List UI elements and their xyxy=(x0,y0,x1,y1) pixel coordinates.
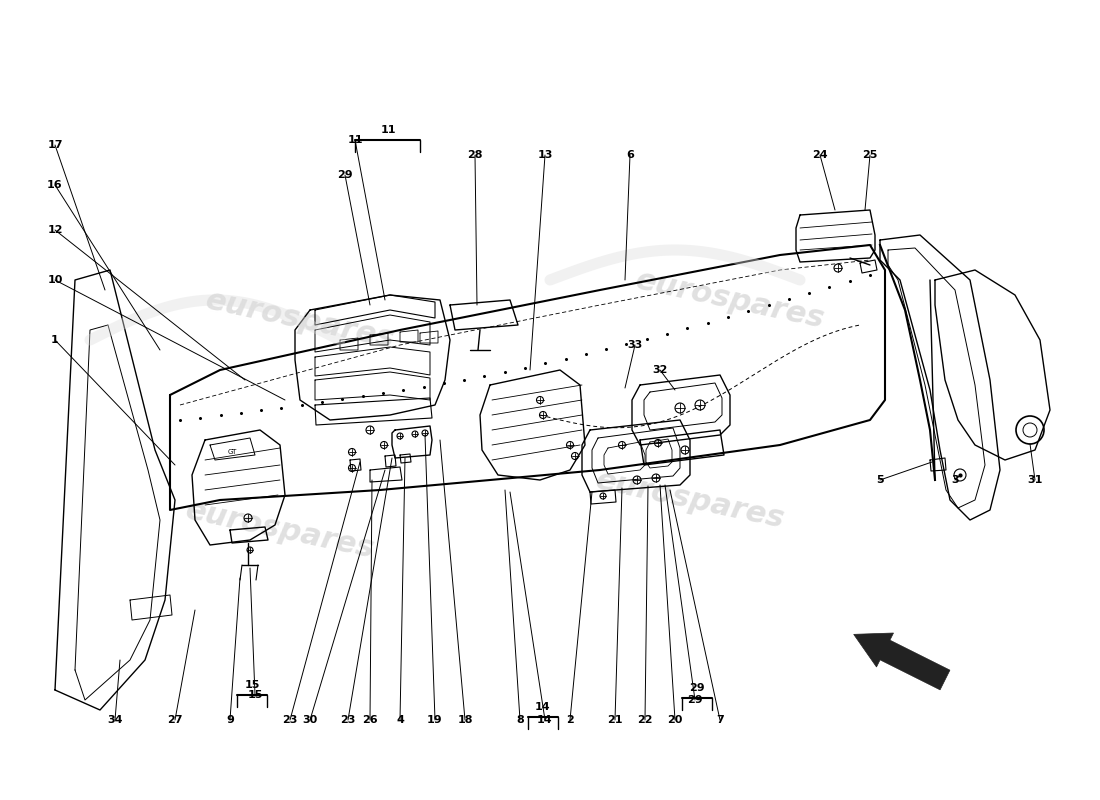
Text: GT: GT xyxy=(228,449,236,455)
Text: 29: 29 xyxy=(338,170,353,180)
Text: 21: 21 xyxy=(607,715,623,725)
Text: 7: 7 xyxy=(716,715,724,725)
Text: 19: 19 xyxy=(427,715,443,725)
Text: 14: 14 xyxy=(536,702,551,712)
Text: 18: 18 xyxy=(458,715,473,725)
Text: 17: 17 xyxy=(47,140,63,150)
Text: 9: 9 xyxy=(227,715,234,725)
Text: 30: 30 xyxy=(302,715,318,725)
Text: 32: 32 xyxy=(652,365,668,375)
Text: 12: 12 xyxy=(47,225,63,235)
Text: 34: 34 xyxy=(108,715,123,725)
Text: eurospares: eurospares xyxy=(632,266,827,334)
Text: 29: 29 xyxy=(690,683,705,693)
Text: eurospares: eurospares xyxy=(593,466,788,534)
FancyArrow shape xyxy=(854,633,950,690)
Text: 15: 15 xyxy=(248,690,263,700)
Text: 2: 2 xyxy=(566,715,574,725)
Text: 33: 33 xyxy=(627,340,642,350)
Text: 23: 23 xyxy=(283,715,298,725)
Text: 22: 22 xyxy=(637,715,652,725)
Text: 11: 11 xyxy=(348,135,363,145)
Text: 27: 27 xyxy=(167,715,183,725)
Text: 25: 25 xyxy=(862,150,878,160)
Text: 23: 23 xyxy=(340,715,355,725)
Text: eurospares: eurospares xyxy=(183,496,377,564)
Text: 24: 24 xyxy=(812,150,828,160)
Text: 20: 20 xyxy=(668,715,683,725)
Text: 13: 13 xyxy=(537,150,552,160)
Text: 8: 8 xyxy=(516,715,524,725)
Text: 6: 6 xyxy=(626,150,634,160)
Text: 5: 5 xyxy=(877,475,883,485)
Text: 15: 15 xyxy=(244,680,260,690)
Text: eurospares: eurospares xyxy=(202,286,397,354)
Text: 14: 14 xyxy=(537,715,553,725)
Text: 16: 16 xyxy=(47,180,63,190)
Text: 3: 3 xyxy=(952,475,959,485)
Text: 1: 1 xyxy=(51,335,59,345)
Text: 10: 10 xyxy=(47,275,63,285)
Text: 4: 4 xyxy=(396,715,404,725)
Text: 29: 29 xyxy=(688,695,703,705)
Text: 28: 28 xyxy=(468,150,483,160)
Text: 11: 11 xyxy=(381,125,396,135)
Text: 26: 26 xyxy=(362,715,377,725)
Text: 31: 31 xyxy=(1027,475,1043,485)
